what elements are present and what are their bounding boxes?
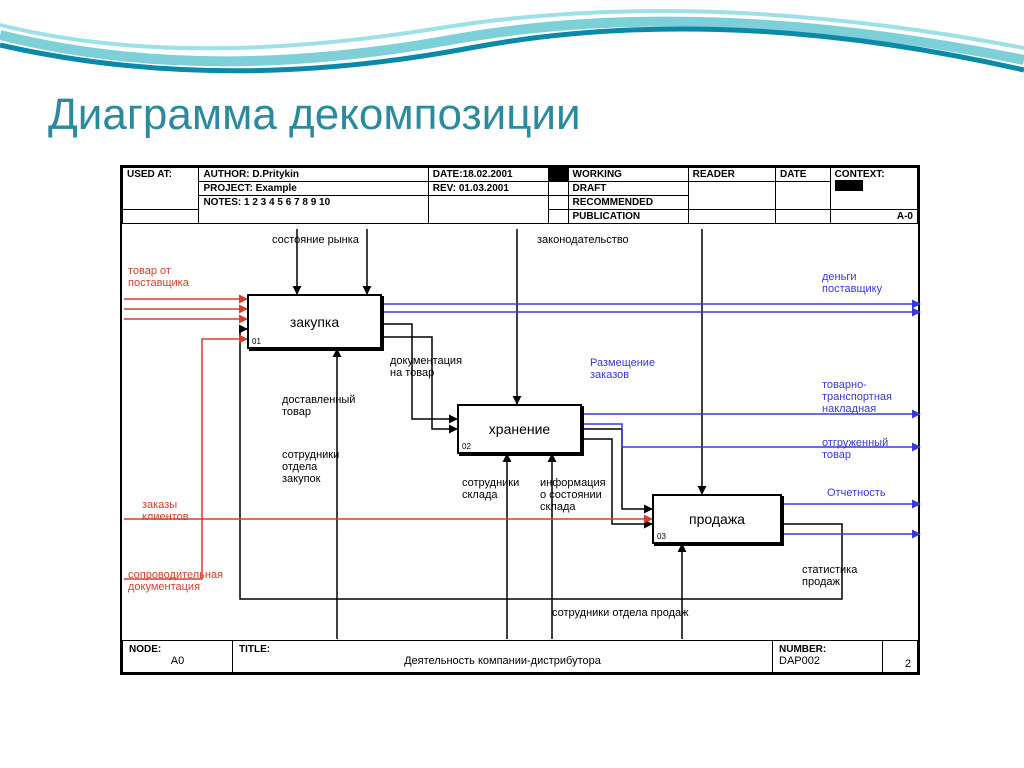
label-сотрудники_отдела_продаж: сотрудники отдела продаж — [552, 607, 688, 619]
project-cell: PROJECT: Example — [199, 182, 428, 196]
used-at-cell: USED AT: — [123, 168, 199, 210]
reader-cell: READER — [688, 168, 775, 182]
label-состояние_рынка: состояние рынка — [272, 234, 359, 246]
context-cell: CONTEXT: — [830, 168, 917, 210]
working-mark — [548, 168, 568, 182]
page-title: Диаграмма декомпозиции — [48, 90, 581, 140]
label-товарно_транспортная: товарно- транспортная накладная — [822, 379, 892, 415]
title-cell: TITLE: Деятельность компании-дистрибутор… — [233, 641, 773, 673]
node-cell: NODE: A0 — [123, 641, 233, 673]
diagram-canvas: закупка01 хранение02 продажа03 состояние р… — [122, 229, 922, 639]
label-сопроводительная_документация: сопроводительная документация — [128, 569, 223, 593]
idef0-frame: USED AT: AUTHOR: D.Pritykin DATE:18.02.2… — [120, 165, 920, 675]
label-деньги_поставщику: деньги поставщику — [822, 271, 882, 295]
working-cell: WORKING — [568, 168, 688, 182]
draft-cell: DRAFT — [568, 182, 688, 196]
label-размещение_заказов: Размещение заказов — [590, 357, 655, 381]
date2-cell: DATE — [775, 168, 830, 182]
label-информация_о_состоянии: информация о состоянии склада — [540, 477, 606, 513]
header-table: USED AT: AUTHOR: D.Pritykin DATE:18.02.2… — [122, 167, 918, 224]
notes-cell: NOTES: 1 2 3 4 5 6 7 8 9 10 — [199, 196, 428, 224]
rev-cell: REV: 01.03.2001 — [428, 182, 548, 196]
label-товар_от_поставщика: товар от поставщика — [128, 265, 189, 289]
label-документация_на_товар: документация на товар — [390, 355, 462, 379]
recommended-cell: RECOMMENDED — [568, 196, 688, 210]
footer-table: NODE: A0 TITLE: Деятельность компании-ди… — [122, 640, 918, 673]
publication-cell: PUBLICATION — [568, 210, 688, 224]
number-cell: NUMBER: DAP002 — [773, 641, 883, 673]
activity-box-b1: закупка01 — [247, 294, 382, 349]
label-статистика_продаж: статистика продаж — [802, 564, 857, 588]
context-val: A-0 — [830, 210, 917, 224]
activity-box-b2: хранение02 — [457, 404, 582, 454]
label-сотрудники_отдела_закупок: сотрудники отдела закупок — [282, 449, 339, 485]
activity-box-b3: продажа03 — [652, 494, 782, 544]
label-заказы_клиентов: заказы клиентов — [142, 499, 189, 523]
author-cell: AUTHOR: D.Pritykin — [199, 168, 428, 182]
label-законодательство: законодательство — [537, 234, 629, 246]
label-отгруженный_товар: отгруженный товар — [822, 437, 888, 461]
label-сотрудники_склада: сотрудники склада — [462, 477, 519, 501]
date-cell: DATE:18.02.2001 — [428, 168, 548, 182]
label-отчетность: Отчетность — [827, 487, 886, 499]
page-cell: 2 — [883, 641, 918, 673]
label-доставленный_товар: доставленный товар — [282, 394, 355, 418]
